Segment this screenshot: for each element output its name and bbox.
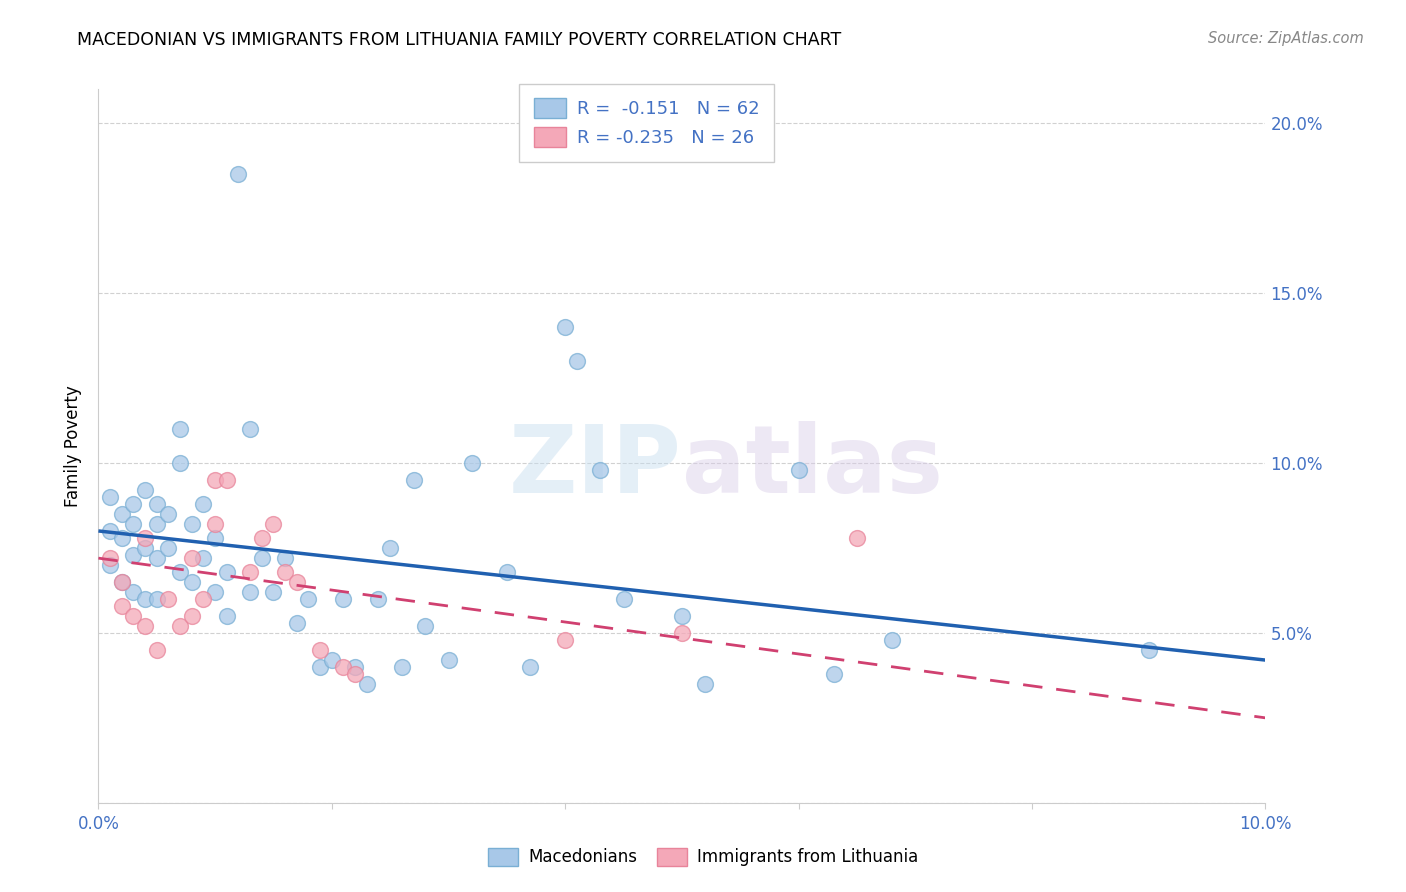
Point bbox=[239, 565, 262, 579]
Point bbox=[180, 574, 202, 589]
Point bbox=[1137, 643, 1160, 657]
Y-axis label: Family Poverty: Family Poverty bbox=[65, 385, 83, 507]
Point bbox=[356, 677, 378, 691]
Point bbox=[122, 517, 145, 532]
Point bbox=[111, 574, 134, 589]
Point bbox=[193, 497, 215, 511]
Point bbox=[169, 456, 191, 470]
Point bbox=[146, 591, 169, 606]
Point bbox=[437, 653, 460, 667]
Point bbox=[519, 660, 541, 674]
Point bbox=[215, 473, 238, 487]
Point bbox=[332, 660, 354, 674]
Point bbox=[157, 541, 180, 555]
Point bbox=[169, 565, 191, 579]
Point bbox=[496, 565, 519, 579]
Point bbox=[413, 619, 436, 633]
Point bbox=[146, 551, 169, 566]
Point bbox=[204, 517, 226, 532]
Text: MACEDONIAN VS IMMIGRANTS FROM LITHUANIA FAMILY POVERTY CORRELATION CHART: MACEDONIAN VS IMMIGRANTS FROM LITHUANIA … bbox=[77, 31, 842, 49]
Point bbox=[180, 551, 202, 566]
Point bbox=[98, 551, 121, 566]
Point bbox=[122, 497, 145, 511]
Point bbox=[344, 660, 367, 674]
Point bbox=[391, 660, 413, 674]
Point bbox=[250, 531, 273, 545]
Point bbox=[111, 531, 134, 545]
Point bbox=[380, 541, 402, 555]
Point bbox=[332, 591, 354, 606]
Point bbox=[146, 643, 169, 657]
Point bbox=[671, 626, 693, 640]
Point bbox=[157, 507, 180, 521]
Point bbox=[239, 422, 262, 436]
Text: Source: ZipAtlas.com: Source: ZipAtlas.com bbox=[1208, 31, 1364, 46]
Point bbox=[285, 574, 308, 589]
Point bbox=[180, 608, 202, 623]
Point bbox=[554, 632, 576, 647]
Point bbox=[122, 548, 145, 562]
Point bbox=[111, 507, 134, 521]
Point bbox=[134, 591, 156, 606]
Point bbox=[215, 565, 238, 579]
Point bbox=[122, 608, 145, 623]
Point bbox=[823, 666, 845, 681]
Point bbox=[554, 320, 576, 334]
Point bbox=[239, 585, 262, 599]
Point bbox=[297, 591, 319, 606]
Point bbox=[111, 599, 134, 613]
Point bbox=[402, 473, 425, 487]
Point bbox=[344, 666, 367, 681]
Text: atlas: atlas bbox=[682, 421, 943, 514]
Point bbox=[565, 354, 588, 368]
Point bbox=[671, 608, 693, 623]
Point bbox=[309, 660, 332, 674]
Text: ZIP: ZIP bbox=[509, 421, 682, 514]
Point bbox=[134, 531, 156, 545]
Point bbox=[193, 591, 215, 606]
Point bbox=[204, 585, 226, 599]
Point bbox=[367, 591, 389, 606]
Point bbox=[262, 517, 284, 532]
Point bbox=[134, 541, 156, 555]
Point bbox=[274, 565, 297, 579]
Point bbox=[204, 531, 226, 545]
Point bbox=[589, 463, 612, 477]
Point bbox=[262, 585, 284, 599]
Point bbox=[180, 517, 202, 532]
Point bbox=[880, 632, 903, 647]
Point bbox=[98, 490, 121, 504]
Point bbox=[204, 473, 226, 487]
Point bbox=[146, 497, 169, 511]
Point bbox=[134, 619, 156, 633]
Point bbox=[787, 463, 810, 477]
Point bbox=[134, 483, 156, 498]
Point bbox=[98, 558, 121, 572]
Point bbox=[228, 167, 250, 181]
Point bbox=[309, 643, 332, 657]
Point bbox=[250, 551, 273, 566]
Point bbox=[215, 608, 238, 623]
Legend: R =  -0.151   N = 62, R = -0.235   N = 26: R = -0.151 N = 62, R = -0.235 N = 26 bbox=[519, 84, 775, 161]
Point bbox=[274, 551, 297, 566]
Point bbox=[157, 591, 180, 606]
Legend: Macedonians, Immigrants from Lithuania: Macedonians, Immigrants from Lithuania bbox=[481, 841, 925, 873]
Point bbox=[193, 551, 215, 566]
Point bbox=[169, 422, 191, 436]
Point bbox=[111, 574, 134, 589]
Point bbox=[285, 615, 308, 630]
Point bbox=[146, 517, 169, 532]
Point bbox=[169, 619, 191, 633]
Point bbox=[98, 524, 121, 538]
Point bbox=[846, 531, 869, 545]
Point bbox=[695, 677, 717, 691]
Point bbox=[612, 591, 634, 606]
Point bbox=[461, 456, 484, 470]
Point bbox=[321, 653, 343, 667]
Point bbox=[122, 585, 145, 599]
